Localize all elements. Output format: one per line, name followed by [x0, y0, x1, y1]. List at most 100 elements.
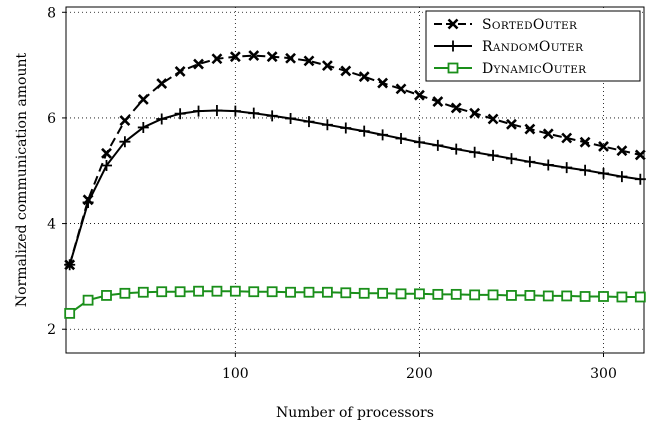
legend-label-dynamicouter: DYNAMICOUTER [482, 61, 587, 77]
data-point-randomouter [229, 105, 241, 117]
data-point-sortedouter [579, 136, 591, 148]
data-point-sortedouter [377, 77, 389, 89]
data-point-dynamicouter [414, 288, 425, 300]
data-point-sortedouter-stroke [229, 51, 241, 63]
data-point-randomouter-stroke [64, 259, 76, 271]
data-point-dynamicouter-box [137, 286, 149, 298]
data-point-randomouter [285, 112, 297, 124]
data-point-sortedouter-stroke [395, 83, 407, 95]
data-point-dynamicouter [432, 288, 444, 300]
data-point-dynamicouter [395, 288, 407, 300]
data-point-dynamicouter-box [229, 285, 241, 297]
data-point-randomouter-stroke [193, 105, 205, 117]
data-point-randomouter-stroke [303, 116, 315, 128]
data-point-randomouter [579, 164, 591, 176]
data-point-randomouter-stroke [450, 143, 462, 155]
data-point-randomouter [432, 139, 444, 151]
data-point-sortedouter [414, 89, 425, 101]
data-point-randomouter-stroke [211, 105, 223, 117]
data-point-randomouter-stroke [137, 121, 149, 133]
y-axis-label: Normalized communication amount [14, 53, 30, 308]
data-point-sortedouter-stroke [193, 58, 204, 70]
data-point-dynamicouter [561, 290, 573, 302]
x-axis-label: Number of processors [276, 405, 434, 421]
data-point-sortedouter-stroke [285, 52, 296, 64]
data-point-randomouter [82, 196, 94, 208]
data-point-randomouter-stroke [598, 167, 610, 179]
data-point-dynamicouter [377, 287, 389, 299]
series-line-randomouter [68, 109, 641, 266]
data-point-dynamicouter [340, 287, 352, 299]
data-point-randomouter-stroke [321, 119, 333, 131]
data-point-dynamicouter [358, 287, 370, 299]
data-point-dynamicouter-box [211, 285, 223, 297]
data-point-randomouter-stroke [524, 156, 536, 168]
data-point-dynamicouter-box [414, 288, 425, 300]
data-point-randomouter [174, 108, 186, 120]
data-point-sortedouter [137, 94, 149, 105]
data-point-sortedouter [193, 58, 204, 70]
data-point-dynamicouter [211, 285, 223, 297]
series-group [64, 50, 646, 319]
data-point-randomouter [450, 143, 462, 155]
data-point-randomouter [505, 153, 517, 165]
data-point-dynamicouter-box [119, 287, 131, 299]
data-point-dynamicouter [616, 291, 628, 303]
data-point-randomouter-stroke [229, 105, 241, 117]
data-point-randomouter [395, 133, 407, 145]
data-point-sortedouter [156, 78, 168, 90]
legend: SORTEDOUTER RANDOMOUTER DYNAMICOUTER [425, 10, 641, 82]
data-point-randomouter [469, 146, 481, 158]
data-point-sortedouter [634, 149, 646, 161]
data-point-randomouter-stroke [395, 133, 407, 145]
data-point-sortedouter-stroke [579, 136, 591, 148]
data-point-dynamicouter-box [542, 290, 554, 302]
data-point-randomouter [377, 129, 389, 141]
data-point-dynamicouter [248, 286, 260, 298]
legend-entry-sortedouter: SORTEDOUTER [434, 17, 578, 33]
data-point-sortedouter [248, 50, 260, 62]
series-dynamicouter [64, 285, 646, 319]
data-point-sortedouter [616, 145, 628, 157]
legend-entry-dynamicouter: DYNAMICOUTER [434, 61, 587, 77]
data-point-dynamicouter [469, 289, 481, 301]
data-point-dynamicouter [193, 285, 204, 297]
x-tick-label: 100 [222, 366, 249, 382]
data-point-sortedouter-stroke [174, 66, 186, 77]
data-point-randomouter-stroke [487, 149, 499, 161]
legend-marker-randomouter-stroke [447, 40, 459, 52]
data-point-sortedouter [561, 132, 573, 144]
data-point-dynamicouter-box [579, 291, 591, 302]
axis-ticks: 100 200 300 2 4 6 8 [47, 5, 617, 382]
data-point-sortedouter [506, 118, 517, 130]
data-point-randomouter [137, 121, 149, 133]
series-line-sortedouter [68, 54, 641, 266]
data-point-randomouter-stroke [358, 125, 370, 137]
data-point-dynamicouter [64, 307, 76, 319]
data-point-dynamicouter [174, 286, 186, 298]
data-point-dynamicouter [634, 291, 646, 303]
data-point-dynamicouter-box [358, 287, 370, 299]
y-tick-label: 6 [47, 111, 56, 127]
data-point-sortedouter-stroke [561, 132, 573, 144]
data-point-dynamicouter [321, 286, 333, 298]
data-point-dynamicouter [101, 290, 112, 301]
x-tick-label: 200 [406, 366, 433, 382]
data-point-sortedouter [321, 60, 333, 72]
data-point-dynamicouter-box [506, 290, 517, 301]
data-point-randomouter-stroke [82, 196, 94, 208]
data-point-sortedouter-stroke [377, 77, 389, 89]
data-point-sortedouter [487, 113, 499, 125]
data-point-randomouter-stroke [340, 122, 352, 134]
data-point-sortedouter-stroke [321, 60, 333, 72]
legend-entry-randomouter: RANDOMOUTER [434, 39, 584, 55]
data-point-dynamicouter [487, 289, 499, 301]
data-point-randomouter [321, 119, 333, 131]
data-point-sortedouter-stroke [266, 51, 278, 63]
data-point-sortedouter-stroke [119, 115, 131, 126]
data-point-dynamicouter [598, 291, 609, 302]
data-point-dynamicouter [285, 286, 296, 298]
data-point-sortedouter [542, 128, 554, 140]
data-point-dynamicouter-box [64, 307, 76, 319]
